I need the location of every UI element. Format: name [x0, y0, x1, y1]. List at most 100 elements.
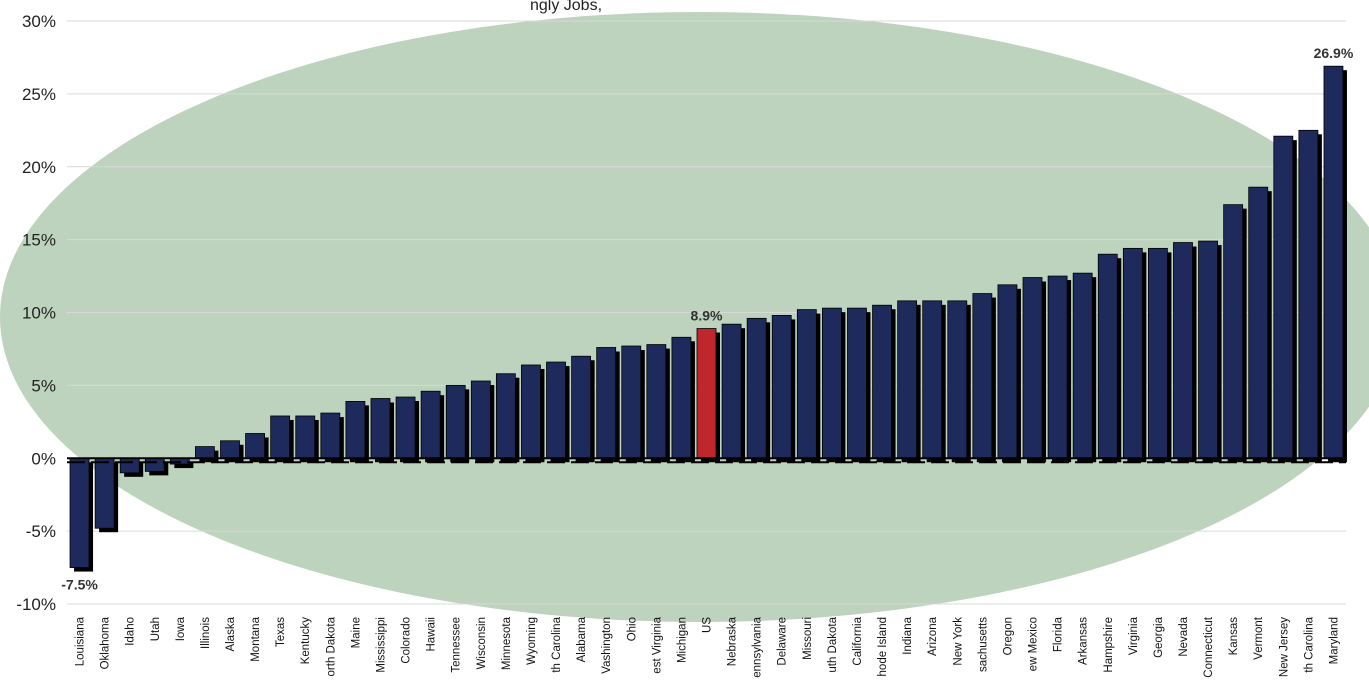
- y-tick-label: 15%: [22, 231, 56, 250]
- bar: [445, 384, 466, 459]
- bar: [320, 412, 341, 459]
- bar: [721, 323, 742, 459]
- category-label: Hampshire: [1103, 617, 1115, 673]
- bar: [1097, 253, 1118, 459]
- category-label: Tennessee: [451, 617, 463, 673]
- category-label: Indiana: [902, 616, 914, 654]
- category-labels: Louisiana Oklahoma Idaho Utah Iowa Illinois Al…: [75, 616, 1341, 678]
- bar: [972, 293, 993, 459]
- category-label: Virginia: [1128, 616, 1140, 655]
- category-label: sachusetts: [977, 617, 989, 672]
- category-label: Wyoming: [526, 617, 538, 665]
- bar: [1248, 186, 1269, 459]
- bar: [1323, 65, 1344, 459]
- category-label: ew Mexico: [1028, 617, 1040, 671]
- category-label: Oklahoma: [100, 616, 112, 669]
- bar: [220, 440, 240, 459]
- bar-us: [696, 328, 717, 459]
- bar: [1148, 247, 1168, 459]
- category-label: Iowa: [175, 616, 187, 641]
- category-label: Minnesota: [501, 616, 513, 670]
- y-axis-ticks: -10% -5% 0% 5% 10% 15% 20% 25% 30%: [16, 12, 56, 614]
- bar: [245, 433, 265, 459]
- chart-title-fragment: ngly Jobs,: [530, 0, 602, 14]
- data-label: -7.5%: [61, 577, 98, 593]
- bar: [821, 307, 842, 459]
- bar: [370, 398, 391, 459]
- category-label: th Carolina: [551, 616, 563, 672]
- bar: [144, 457, 165, 472]
- bar: [571, 355, 592, 459]
- bar: [872, 304, 892, 459]
- category-label: New Jersey: [1278, 617, 1290, 677]
- bar: [546, 361, 566, 459]
- data-label: 26.9%: [1314, 45, 1354, 61]
- bar: [922, 300, 943, 459]
- bar: [395, 396, 416, 459]
- y-tick-label: 10%: [22, 304, 56, 323]
- category-label: Ohio: [626, 617, 638, 641]
- category-label: Georgia: [1153, 616, 1165, 658]
- category-label: Hawaii: [426, 617, 438, 652]
- category-label: ennsylvania: [752, 616, 764, 677]
- category-label: New York: [952, 617, 964, 666]
- bars: [67, 65, 1347, 572]
- bar: [671, 336, 692, 459]
- bar: [796, 309, 817, 459]
- bar: [1273, 135, 1294, 459]
- category-label: Utah: [150, 617, 162, 641]
- bar: [1022, 277, 1043, 459]
- category-label: Maryland: [1328, 617, 1340, 664]
- bar: [270, 415, 291, 459]
- bar: [345, 401, 366, 459]
- category-label: Mississippi: [375, 617, 387, 673]
- bar: [646, 344, 667, 459]
- category-label: Wisconsin: [476, 617, 488, 669]
- category-label: Kentucky: [300, 617, 312, 665]
- bar: [1122, 247, 1143, 459]
- category-label: uth Dakota: [827, 616, 839, 672]
- data-labels: -7.5% 8.9% 26.9%: [61, 45, 1354, 592]
- category-label: Illinois: [200, 617, 212, 649]
- category-label: Florida: [1053, 616, 1065, 652]
- background-ellipse: [0, 12, 1369, 622]
- y-tick-label: 20%: [22, 158, 56, 177]
- y-tick-label: -5%: [26, 522, 56, 541]
- category-label: orth Dakota: [325, 616, 337, 676]
- category-label: est Virginia: [651, 616, 663, 673]
- category-label: Maine: [350, 617, 362, 648]
- category-label: Idaho: [125, 617, 137, 646]
- category-label: Montana: [250, 616, 262, 661]
- bar: [1173, 242, 1193, 459]
- bar: [897, 300, 918, 459]
- bar-shadow: [174, 462, 194, 469]
- y-tick-label: 30%: [22, 12, 56, 31]
- category-label: Vashington: [601, 617, 613, 674]
- category-label: Alabama: [576, 616, 588, 662]
- bar: [495, 373, 516, 459]
- bar: [1072, 272, 1093, 459]
- category-label: Connecticut: [1203, 616, 1215, 678]
- category-label: California: [852, 616, 864, 665]
- bar: [295, 415, 316, 459]
- bar: [119, 457, 140, 474]
- bar: [420, 390, 441, 459]
- category-label: th Carolina: [1303, 616, 1315, 672]
- y-tick-label: -10%: [16, 595, 56, 614]
- category-label: Colorado: [401, 617, 413, 664]
- category-label: Delaware: [777, 617, 789, 666]
- category-label: US: [702, 617, 714, 633]
- bar: [195, 446, 215, 459]
- bar: [847, 307, 867, 459]
- category-label: Louisiana: [75, 616, 87, 666]
- category-label: Kansas: [1228, 617, 1240, 656]
- category-label: Nevada: [1178, 616, 1190, 656]
- bar: [1047, 275, 1068, 459]
- category-label: Arkansas: [1078, 617, 1090, 665]
- bar: [621, 345, 642, 459]
- bar: [470, 380, 491, 459]
- category-label: Arizona: [927, 616, 939, 656]
- category-label: Alaska: [225, 616, 237, 651]
- bar: [94, 457, 115, 529]
